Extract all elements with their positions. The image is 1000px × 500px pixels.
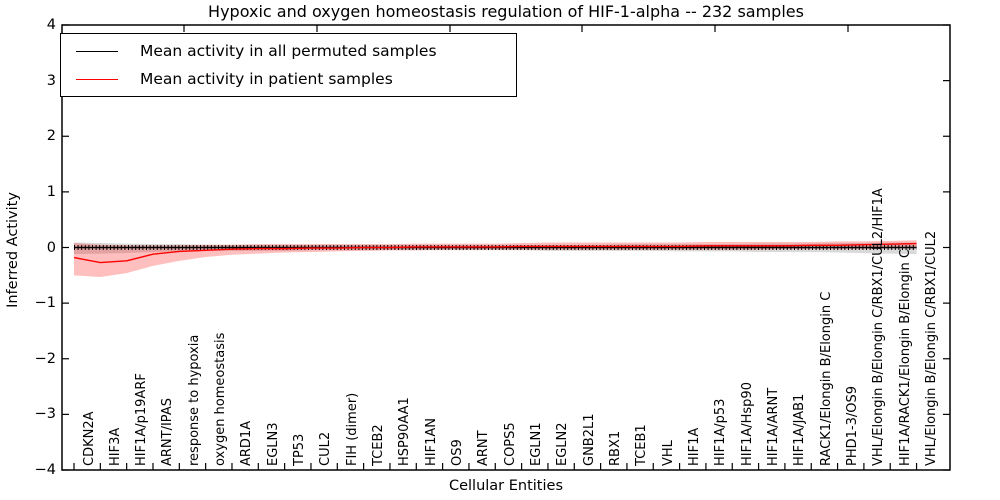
legend-line-sample-patient [76,78,118,80]
x-tick-label: VHL/Elongin B/Elongin C/RBX1/CUL2 [924,230,940,466]
x-tick-label: PHD1-3/OS9 [845,386,861,466]
x-tick-label: TP53 [292,433,308,466]
x-tick-label: HIF1AN [423,418,439,466]
y-tick-label: −4 [34,462,56,478]
y-tick-label: 4 [46,17,56,33]
x-tick-label: EGLN2 [555,422,571,466]
y-tick-label: 3 [46,72,56,89]
x-tick-label: HIF1A [687,427,703,466]
x-tick-label: HIF1A/RACK1/Elongin B/Elongin C [897,249,913,466]
legend-label-patient: Mean activity in patient samples [140,70,393,88]
x-tick-label: EGLN3 [265,422,281,466]
x-tick-label: HIF1A/p53 [713,398,729,466]
x-tick-label: ARNT [476,430,492,466]
x-tick-label: ARD1A [239,420,255,466]
legend-item-patient: Mean activity in patient samples [61,66,516,92]
legend-label-permuted: Mean activity in all permuted samples [140,42,437,60]
x-tick-label: HIF1A/p19ARF [134,373,150,466]
x-tick-label: oxygen homeostasis [213,332,229,466]
y-tick-label: −1 [34,295,56,312]
x-tick-label: FIH (dimer) [344,392,360,466]
band-patient [74,240,917,277]
x-tick-label: COPS5 [502,422,518,466]
x-tick-label: VHL/Elongin B/Elongin C/RBX1/CUL2/HIF1A [871,188,887,466]
x-tick-label: HIF1A/ARNT [766,387,782,466]
x-tick-label: VHL [660,440,676,466]
x-tick-label: CDKN2A [81,411,97,466]
y-tick-label: 2 [46,128,56,145]
x-axis-label: Cellular Entities [448,478,564,494]
x-tick-label: CUL2 [318,431,334,466]
x-tick-label: ARNT/IPAS [160,398,176,466]
legend-item-permuted: Mean activity in all permuted samples [61,38,516,64]
chart-title: Hypoxic and oxygen homeostasis regulatio… [208,2,804,21]
x-tick-label: HIF1A/JAB1 [792,393,808,466]
legend-line-sample-permuted [76,50,118,52]
y-tick-label: 1 [46,183,56,200]
legend: Mean activity in all permuted samples Me… [60,33,517,97]
x-tick-label: RBX1 [608,430,624,466]
y-tick-label: −2 [34,350,56,367]
x-tick-label: HIF1A/Hsp90 [739,382,755,466]
x-tick-label: TCEB2 [371,424,387,466]
line-patient [73,242,917,264]
x-tick-label: OS9 [450,439,466,466]
x-tick-label: HSP90AA1 [397,397,413,466]
y-tick-label: −3 [34,406,56,423]
x-tick-label: response to hypoxia [186,334,202,466]
x-tick-label: EGLN1 [529,422,545,466]
x-tick-label: HIF3A [107,427,123,466]
x-tick-label: TCEB1 [634,424,650,466]
x-tick-label: GNB2L1 [581,413,597,466]
y-tick-label: 0 [46,239,56,256]
x-tick-label: RACK1/Elongin B/Elongin C [818,291,834,466]
